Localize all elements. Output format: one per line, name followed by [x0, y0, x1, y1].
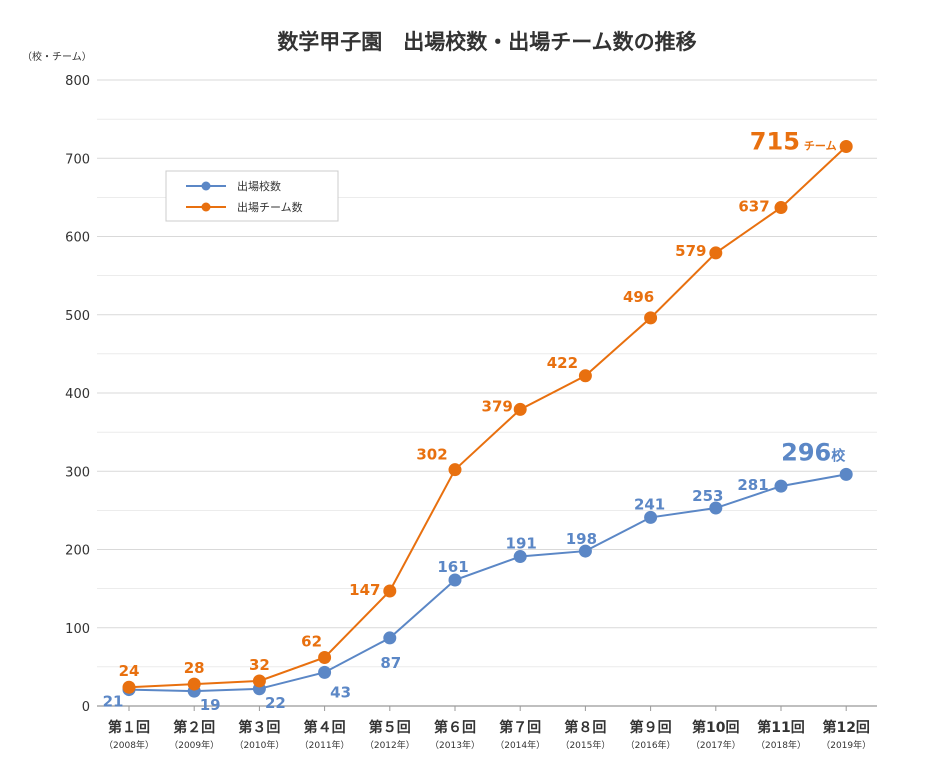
data-label-teams: 32	[249, 656, 270, 674]
data-label-schools: 198	[566, 530, 597, 548]
data-label-teams: 147	[349, 581, 380, 599]
data-label-teams: 379	[482, 397, 513, 415]
y-tick-label: 100	[65, 622, 90, 637]
data-point-teams	[383, 584, 397, 598]
data-point-schools	[644, 510, 658, 524]
data-point-schools	[578, 544, 592, 558]
chart-title: 数学甲子園 出場校数・出場チーム数の推移	[277, 30, 696, 54]
data-point-teams	[448, 463, 462, 477]
series-lines	[128, 145, 847, 693]
x-tick-label: 第５回	[369, 719, 411, 736]
data-point-schools	[709, 501, 723, 515]
y-axis-unit: （校・チーム）	[22, 50, 92, 63]
y-tick-label: 500	[65, 309, 90, 324]
data-point-teams	[122, 680, 136, 694]
data-point-teams	[252, 674, 266, 688]
x-tick-label: 第１回	[108, 719, 150, 736]
data-label-schools: 87	[380, 654, 401, 672]
data-label-schools: 161	[437, 558, 468, 576]
x-tick-year: （2009年）	[169, 739, 219, 751]
data-label-teams: 422	[547, 354, 578, 372]
y-tick-label: 600	[65, 231, 90, 246]
data-label-schools: 22	[265, 694, 286, 712]
data-label-teams: 496	[623, 288, 654, 306]
data-label-teams: 28	[184, 659, 205, 677]
data-label-teams-final: 715 チーム	[750, 128, 837, 156]
data-label-teams: 62	[301, 632, 322, 650]
data-point-schools	[839, 467, 853, 481]
data-point-teams	[513, 402, 527, 416]
data-point-teams	[709, 246, 723, 260]
x-tick-year: （2011年）	[300, 739, 350, 751]
data-point-schools	[448, 573, 462, 587]
data-label-schools: 281	[737, 476, 768, 494]
legend-label-schools: 出場校数	[237, 179, 281, 193]
x-tick-label: 第11回	[757, 719, 804, 736]
y-tick-label: 200	[65, 544, 90, 559]
x-tick-label: 第３回	[238, 719, 280, 736]
x-tick-year: （2013年）	[430, 739, 480, 751]
data-point-teams	[578, 369, 592, 383]
data-point-schools	[513, 550, 527, 564]
x-tick-year: （2019年）	[821, 739, 871, 751]
y-tick-label: 800	[65, 74, 90, 89]
data-label-teams: 302	[416, 446, 447, 464]
data-point-schools	[774, 479, 788, 493]
data-point-teams	[839, 140, 853, 154]
legend-marker-teams	[201, 202, 211, 212]
data-point-schools	[383, 631, 397, 645]
data-label-schools: 191	[506, 535, 537, 553]
x-tick-year: （2010年）	[234, 739, 284, 751]
x-tick-year: （2016年）	[626, 739, 676, 751]
data-label-teams: 637	[738, 198, 769, 216]
data-label-schools: 19	[200, 696, 221, 714]
data-labels: 21 19 22 43 87 161 191 198 241 253 281 24 28 32 62 147 3…	[103, 128, 847, 715]
x-tick-label: 第２回	[173, 719, 215, 736]
y-tick-label: 400	[65, 387, 90, 402]
y-tick-label: 700	[65, 152, 90, 167]
data-point-teams	[318, 650, 332, 664]
x-tick-year: （2015年）	[560, 739, 610, 751]
series-line-teams	[128, 145, 847, 689]
x-tick-label: 第12回	[822, 719, 869, 736]
gridlines	[97, 79, 877, 707]
data-point-teams	[644, 311, 658, 325]
data-label-schools-final: 296校	[781, 438, 846, 466]
data-point-schools	[318, 665, 332, 679]
y-tick-label: 0	[82, 700, 90, 715]
data-point-teams	[187, 677, 201, 691]
x-tick-label: 第６回	[434, 719, 476, 736]
data-label-schools: 253	[692, 487, 723, 505]
x-tick-label: 第10回	[692, 719, 739, 736]
data-label-schools: 21	[103, 693, 124, 711]
x-tick-year: （2018年）	[756, 739, 806, 751]
legend-box	[165, 170, 339, 222]
x-tick-year: （2014年）	[495, 739, 545, 751]
data-label-schools: 43	[330, 683, 351, 701]
x-axis: 第１回 （2008年） 第２回 （2009年） 第３回 （2010年） 第４回 （2011年）…	[104, 706, 871, 751]
data-label-schools: 241	[634, 495, 665, 513]
data-label-teams: 579	[675, 242, 706, 260]
x-tick-label: 第９回	[630, 719, 672, 736]
x-tick-label: 第７回	[499, 719, 541, 736]
data-label-teams: 24	[119, 662, 140, 680]
y-tick-label: 300	[65, 465, 90, 480]
y-axis-ticks: 0 100 200 300 400 500 600 700 800	[65, 74, 90, 715]
series-line-schools	[128, 473, 847, 693]
x-tick-label: 第４回	[304, 719, 346, 736]
legend-label-teams: 出場チーム数	[237, 200, 303, 214]
x-tick-label: 第８回	[564, 719, 606, 736]
series-points	[122, 140, 853, 698]
legend: 出場校数 出場チーム数	[165, 170, 339, 222]
x-tick-year: （2012年）	[365, 739, 415, 751]
data-point-teams	[774, 201, 788, 215]
legend-marker-schools	[201, 181, 211, 191]
x-tick-year: （2017年）	[691, 739, 741, 751]
x-tick-year: （2008年）	[104, 739, 154, 751]
